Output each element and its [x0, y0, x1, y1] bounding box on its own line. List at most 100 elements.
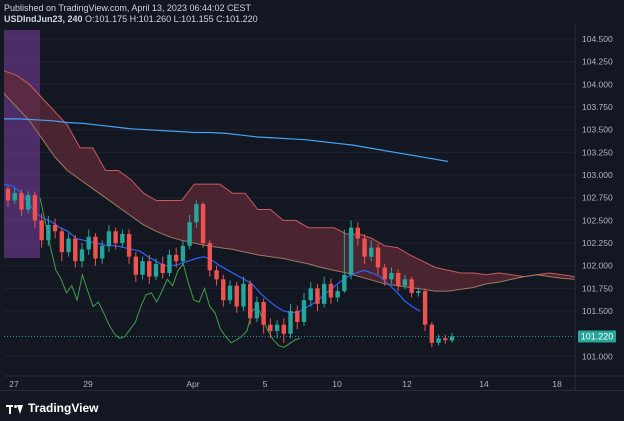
tradingview-logo[interactable]: TradingView [6, 401, 98, 415]
candle-body [214, 270, 219, 280]
time-tick-label: 14 [479, 379, 489, 389]
candle-body [342, 274, 347, 292]
candle-body [200, 204, 206, 244]
cloud-segment [308, 227, 322, 268]
ohlc-values: O:101.175 H:101.260 L:101.155 C:101.220 [85, 14, 258, 24]
candle-body [126, 234, 132, 257]
cloud-segment [460, 272, 474, 290]
candle-body [25, 195, 31, 210]
time-tick-label: 10 [332, 379, 342, 389]
candle-body [288, 311, 293, 334]
candle-body [86, 236, 91, 250]
candlesticks [5, 185, 455, 348]
leading-span-b [3, 93, 576, 292]
candle-body [66, 238, 71, 253]
candle-body [12, 193, 17, 201]
cloud-segment [486, 272, 499, 284]
cloud-segment [156, 200, 169, 237]
price-tick-label: 102.500 [582, 215, 613, 225]
time-tick-label: 29 [83, 379, 93, 389]
published-info: Published on TradingView.com, April 13, … [4, 3, 251, 13]
candle-body [254, 302, 260, 319]
price-tick-label: 102.000 [582, 261, 613, 271]
time-tick-label: Apr [186, 379, 199, 389]
cloud-segment [232, 193, 246, 253]
candle-body [389, 272, 394, 280]
candle-body [140, 261, 145, 275]
candle-body [46, 224, 51, 241]
tradingview-logo-text: TradingView [28, 401, 99, 415]
candle-body [375, 247, 381, 268]
cloud-segment [67, 125, 81, 180]
candle-body [99, 245, 105, 259]
cloud-segment [105, 170, 119, 207]
candle-body [221, 279, 226, 301]
candle-body [79, 249, 85, 262]
candle-body [422, 291, 428, 325]
cloud-segment [422, 261, 436, 292]
candle-body [449, 336, 455, 341]
candle-body [348, 227, 354, 275]
candle-body [355, 227, 361, 239]
candle-body [39, 220, 44, 241]
cloud-segment [29, 84, 43, 139]
candle-body [234, 285, 239, 307]
candle-body [167, 254, 172, 273]
candle-body [133, 256, 139, 275]
candle-body [173, 254, 179, 262]
time-tick-label: 12 [402, 379, 412, 389]
cloud-segment [435, 267, 449, 292]
candle-body [187, 222, 192, 246]
candle-body [362, 238, 367, 257]
candle-body [261, 302, 266, 325]
time-tick-label: 5 [263, 379, 268, 389]
price-tick-label: 103.500 [582, 125, 613, 135]
cloud-segment [168, 200, 182, 241]
candle-body [402, 279, 408, 286]
last-price-tag-text: 101.220 [581, 331, 614, 341]
price-tick-label: 104.250 [582, 57, 613, 67]
price-tick-label: 104.500 [582, 34, 613, 44]
candle-body [328, 283, 334, 298]
candle-body [207, 243, 213, 271]
price-tick-label: 101.500 [582, 306, 613, 316]
cloud-segment [54, 111, 68, 171]
cloud-segment [219, 184, 233, 250]
cloud-segment [257, 209, 271, 257]
candle-body [409, 279, 414, 293]
time-tick-label: 18 [552, 379, 562, 389]
cloud-segment [397, 247, 411, 288]
candle-body [281, 324, 287, 334]
footer-bar: TradingView [0, 390, 624, 421]
candle-body [120, 234, 125, 244]
candle-body [268, 324, 273, 332]
cloud-segment [130, 179, 144, 225]
candle-body [416, 291, 421, 293]
candle-body [194, 204, 199, 223]
cloud-segment [448, 270, 461, 292]
candle-body [59, 231, 65, 253]
cloud-segment [118, 170, 131, 216]
cloud-segment [245, 193, 258, 255]
candle-body [73, 238, 78, 262]
cloud-segment [473, 272, 487, 288]
price-tick-label: 101.750 [582, 283, 613, 293]
candle-body [113, 231, 118, 244]
candle-body [369, 247, 374, 257]
candle-body [160, 263, 165, 273]
candle-body [106, 231, 112, 246]
cloud-segment [270, 209, 284, 259]
last-price-tag: 101.220 [578, 330, 616, 343]
candle-body [147, 261, 152, 277]
price-axis[interactable]: 104.500 104.250 104.000 103.750 103.500 103.2… [574, 0, 624, 390]
cloud-segment [283, 220, 296, 262]
price-tick-label: 103.750 [582, 102, 613, 112]
candle-body [436, 338, 441, 343]
tradingview-logo-icon [6, 403, 24, 414]
candle-body [19, 193, 24, 210]
candle-body [301, 300, 307, 322]
time-axis[interactable]: 27 29 Apr 5 10 12 14 18 [4, 375, 624, 389]
leading-span-a [3, 70, 576, 278]
cloud-segment [4, 70, 17, 108]
